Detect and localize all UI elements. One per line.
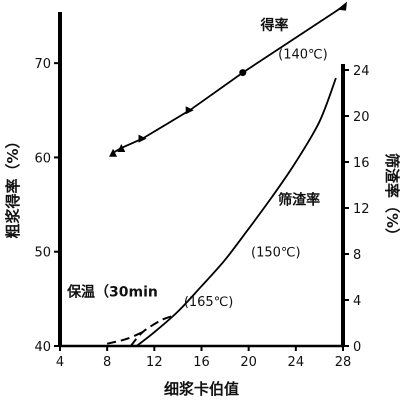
x-tick-label: 28 xyxy=(335,355,352,370)
y-right-axis-title: 筛渣率（%） xyxy=(383,153,400,243)
y-right-tick-label: 8 xyxy=(353,248,361,263)
series-line-3 xyxy=(106,331,143,345)
annotation-label: 筛渣率 xyxy=(278,192,320,209)
yield-point-triangle xyxy=(117,144,126,152)
labels-layer: 细浆卡伯值 粗浆得率（%） 筛渣率（%） 得率 (140℃) 筛渣率 (150℃) (165℃… xyxy=(4,17,400,398)
y-left-tick-label: 50 xyxy=(34,246,51,261)
yield-point-dot xyxy=(239,69,247,77)
x-tick-label: 16 xyxy=(193,355,210,370)
series-line-2 xyxy=(130,315,173,347)
series-line-1 xyxy=(136,77,337,347)
annotation-label: (140℃) xyxy=(278,47,328,62)
x-tick-label: 4 xyxy=(56,355,64,370)
series-line-0 xyxy=(112,5,344,154)
annotation-label: (165℃) xyxy=(184,295,234,310)
axes-layer: 4 8 12 16 20 24 28 40 50 60 70 0 4 8 12 16 20 24 xyxy=(34,12,370,370)
y-left-axis-title: 粗浆得率（%） xyxy=(4,133,22,238)
y-right-tick-label: 12 xyxy=(353,202,370,217)
y-right-tick-label: 24 xyxy=(353,64,370,79)
y-right-tick-label: 4 xyxy=(353,294,361,309)
yield-point-arrow xyxy=(138,134,147,143)
x-tick-label: 24 xyxy=(288,355,305,370)
y-left-tick-label: 70 xyxy=(34,57,51,72)
annotation-label: 保温（30min xyxy=(66,284,158,301)
x-axis-title: 细浆卡伯值 xyxy=(164,380,239,398)
yield-point-triangle xyxy=(109,148,118,157)
yield-end-arrow xyxy=(337,1,347,11)
y-right-tick-label: 0 xyxy=(353,340,361,355)
y-right-tick-label: 20 xyxy=(353,110,370,125)
x-tick-label: 8 xyxy=(103,355,111,370)
y-left-tick-label: 60 xyxy=(34,151,51,166)
series-layer xyxy=(106,1,347,347)
annotation-label: 得率 xyxy=(259,17,288,34)
x-tick-label: 20 xyxy=(240,355,257,370)
yield-point-arrow xyxy=(185,106,194,115)
annotation-label: (150℃) xyxy=(251,245,301,260)
x-tick-label: 12 xyxy=(146,355,163,370)
y-left-tick-label: 40 xyxy=(34,340,51,355)
y-right-tick-label: 16 xyxy=(353,156,370,171)
